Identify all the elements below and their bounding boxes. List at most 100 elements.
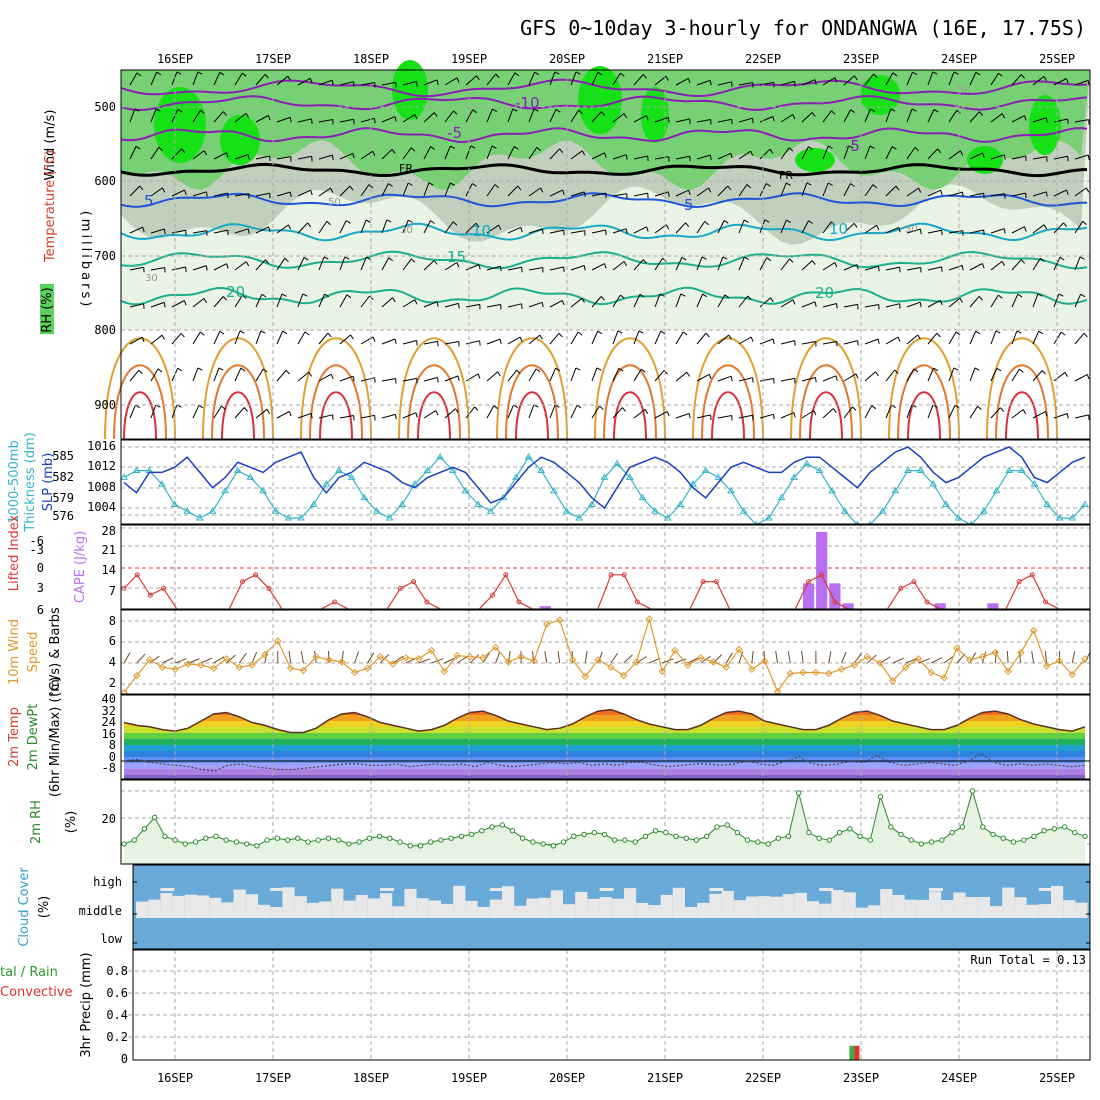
- wind-barb-flag: [1038, 330, 1044, 335]
- temp-band: [124, 733, 1085, 739]
- wind-barb-flag: [959, 150, 964, 156]
- wind-barb-flag: [680, 293, 686, 297]
- lifted-index-point: [898, 585, 904, 591]
- cloud-middle-bar: [770, 896, 783, 918]
- wind-barb: [192, 331, 201, 345]
- wind-speed-point: [491, 643, 500, 652]
- rh-point: [652, 828, 659, 834]
- wind-barb-flag: [415, 412, 418, 418]
- wind-barb: [759, 81, 774, 86]
- rh-point: [162, 833, 168, 839]
- lifted-index-line: [386, 580, 441, 610]
- upper-panel: 500 600 700 800 900 Wind (m/s) Temperatu…: [40, 60, 1091, 440]
- wind-barb-flag: [180, 333, 185, 338]
- wind-barb-flag: [521, 303, 523, 309]
- rh-band-low: [121, 330, 1090, 439]
- wind-barb: [444, 302, 459, 308]
- wind-barb-flag: [857, 340, 859, 346]
- wind-barb: [276, 224, 289, 234]
- wind-barb-flag: [1040, 257, 1045, 262]
- wind-barb: [444, 145, 451, 160]
- wind-barb: [948, 405, 956, 419]
- wind-barb: [696, 221, 706, 234]
- wind-barb: [423, 301, 438, 308]
- cape-bar: [803, 583, 815, 609]
- wind-barb: [381, 148, 393, 160]
- wind-barb-flag: [142, 227, 145, 233]
- wind-barb-flag: [514, 72, 520, 77]
- rh-point: [1072, 829, 1078, 836]
- wind-barb: [675, 222, 686, 234]
- wind-barb-flag: [977, 405, 982, 410]
- wind-barb: [843, 340, 858, 345]
- slp-tick: 1016: [87, 439, 116, 453]
- contour-warm: [907, 391, 941, 440]
- wind-barb: [1011, 294, 1019, 308]
- wind-speed-point: [235, 663, 244, 671]
- wind-barb: [465, 264, 480, 271]
- wind-barb: [969, 405, 979, 419]
- wind-barb-flag: [1085, 187, 1090, 193]
- wind-barb: [948, 297, 961, 308]
- rh-point: [315, 837, 321, 843]
- contour-label: -5: [447, 124, 462, 142]
- precip-grid: [121, 950, 1090, 1060]
- cloud-middle-bar: [1063, 900, 1076, 918]
- precip-axis-label-2: Convective: [0, 985, 73, 1000]
- wind-barb-flag: [177, 108, 183, 113]
- thickness-point: [1055, 514, 1064, 521]
- contour-warm: [888, 337, 960, 440]
- wind-barb-flag: [890, 108, 896, 112]
- wind-barb: [696, 187, 709, 197]
- wind-barb: [738, 82, 753, 86]
- rh-axis-label: RH (%): [40, 287, 55, 332]
- wind-barb-flag: [332, 414, 334, 420]
- contour-warm: [594, 337, 666, 440]
- rh-point: [305, 839, 311, 845]
- wind-barb: [192, 265, 207, 271]
- wind-speed-point: [504, 658, 513, 666]
- wind-barb: [423, 182, 430, 197]
- wind-speed-point: [145, 656, 154, 664]
- wind-speed-point: [927, 668, 935, 677]
- rh-point: [336, 837, 342, 843]
- thickness-point: [992, 486, 1001, 494]
- wind-barb: [864, 304, 879, 308]
- wind-barb-flag: [709, 155, 712, 161]
- wind-barb-flag: [476, 75, 480, 81]
- wind-barb: [591, 405, 600, 419]
- wind-barb: [402, 258, 412, 271]
- wind-barb-flag: [330, 374, 334, 379]
- rh-point: [448, 835, 454, 841]
- surface-wind-barb: [841, 651, 847, 664]
- wind-tick: 4: [109, 655, 116, 669]
- wind-barb: [654, 191, 669, 197]
- wind-barb-flag: [998, 72, 1003, 77]
- wind-barb: [297, 77, 311, 86]
- wind-barb: [885, 72, 894, 86]
- cloud-middle-bar: [441, 903, 454, 918]
- wind-barb: [885, 108, 892, 123]
- wind-barb: [402, 81, 417, 86]
- lifted-index-line: [886, 580, 941, 610]
- rh-point: [755, 839, 761, 845]
- lifted-index-tick: 0: [37, 561, 44, 575]
- surface-wind-barb: [725, 652, 733, 664]
- wind-barb: [549, 229, 564, 234]
- contour-label: -5: [845, 137, 860, 155]
- temp-band: [124, 769, 1085, 775]
- wind-barb-flag: [323, 256, 329, 260]
- precip-panel-frame: [132, 949, 1091, 1061]
- temp-band: [124, 745, 1085, 751]
- cloud-middle-bar: [660, 894, 673, 918]
- wind-barb-flag: [517, 185, 522, 191]
- thickness-point: [828, 486, 836, 494]
- rh-contour-label: 30: [145, 273, 158, 284]
- wind-barb: [570, 405, 578, 419]
- wind-barb-flag: [604, 152, 607, 158]
- wind-barb: [1074, 79, 1089, 86]
- cloud-middle-bar: [392, 906, 405, 918]
- cloud-middle-bar: [526, 898, 539, 918]
- rh-point: [233, 839, 240, 845]
- wind-barb: [423, 79, 438, 86]
